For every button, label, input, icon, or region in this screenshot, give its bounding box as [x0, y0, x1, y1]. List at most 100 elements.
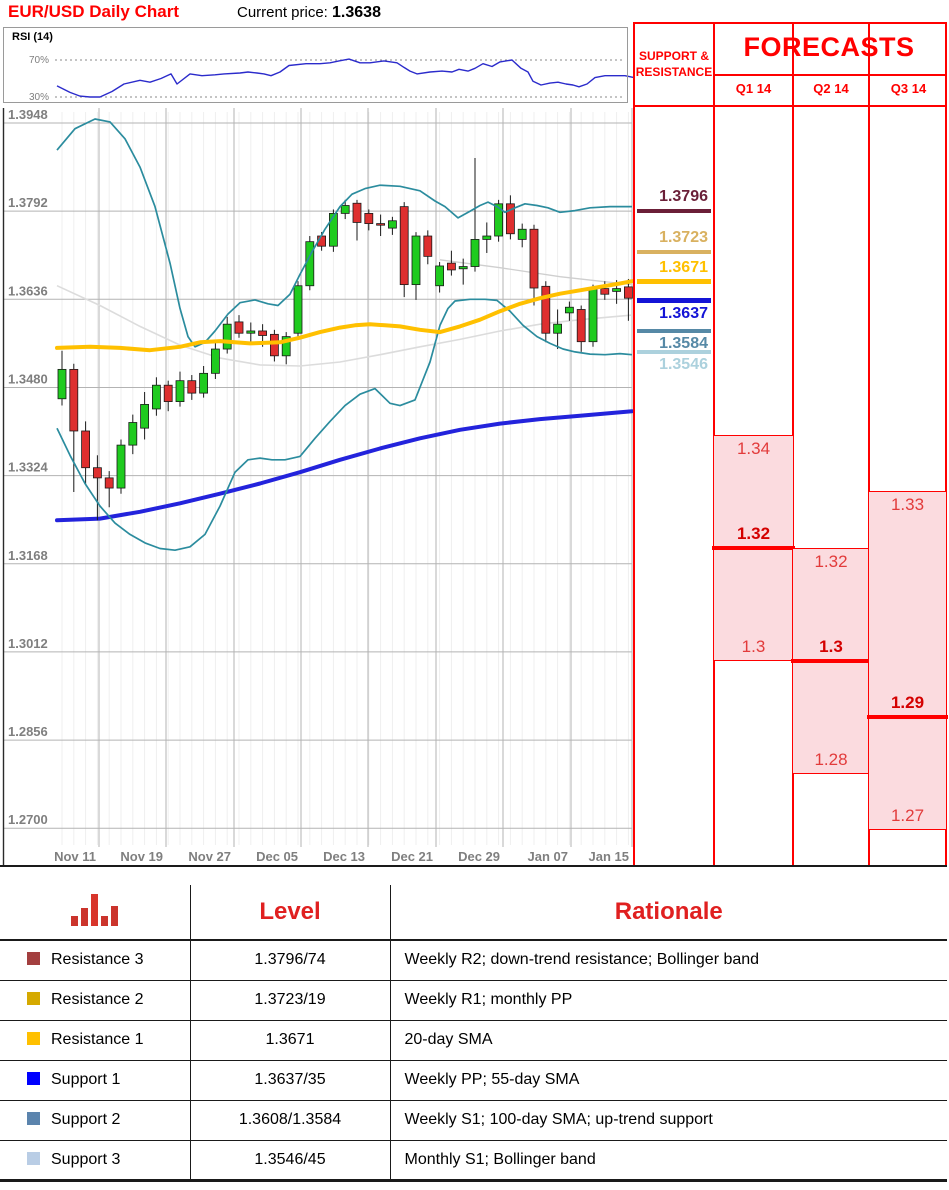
candle-body: [222, 323, 232, 350]
sr-level-label: 1.3584: [659, 334, 708, 352]
rsi-lower-tick: 30%: [28, 92, 49, 103]
x-axis-label: Dec 29: [458, 849, 500, 864]
sr-level-line: [637, 279, 711, 284]
level-name-cell: Support 1: [0, 1060, 191, 1101]
table-row: Support 3 1.3546/45 Monthly S1; Bollinger …: [0, 1140, 947, 1182]
candle-body: [69, 368, 79, 432]
candle-body: [470, 239, 480, 267]
candle-body: [305, 241, 315, 287]
level-name: Resistance 2: [51, 991, 144, 1008]
sr-level-label: 1.3637: [659, 304, 708, 322]
rsi-label: RSI (14): [12, 31, 53, 43]
candle-body: [458, 266, 468, 270]
candle-body: [340, 205, 350, 214]
candle-body: [128, 422, 138, 446]
candle-body: [423, 235, 433, 257]
level-value: 1.3723/19: [190, 980, 391, 1021]
level-color-square-icon: [27, 992, 40, 1005]
candle-body: [81, 430, 90, 469]
y-axis-label: 1.2700: [8, 812, 48, 827]
sr-level-label: 1.3671: [659, 258, 708, 276]
current-price: Current price: 1.3638: [237, 4, 381, 22]
forecast-bottom-label: 1.28: [814, 749, 848, 769]
support-resistance-forecasts-panel: SUPPORT & RESISTANCE FORECASTS Q1 14 Q2 …: [633, 22, 948, 866]
candle-body: [151, 384, 161, 410]
level-value: 1.3608/1.3584: [190, 1100, 391, 1141]
candle-body: [541, 285, 551, 334]
forecast-top-label: 1.34: [736, 438, 771, 458]
candle-body: [234, 321, 244, 334]
x-axis-label: Jan 15: [589, 849, 629, 864]
forecasts-header: FORECASTS: [743, 32, 915, 62]
level-name: Support 3: [51, 1150, 121, 1168]
candle-body: [93, 467, 102, 479]
y-axis-label: 1.3012: [8, 636, 48, 651]
bollinger-lower-line: [56, 298, 633, 552]
levels-table: Level Rationale Resistance 3 1.3796/74 Wee…: [0, 885, 947, 1182]
x-axis-label: Nov 19: [120, 849, 163, 864]
x-axis-label: Nov 27: [188, 849, 231, 864]
candle-body: [293, 285, 303, 334]
candle-body: [387, 220, 397, 229]
level-header: Level: [190, 885, 391, 941]
candle-body: [576, 309, 586, 343]
panel-divider: [713, 74, 945, 76]
sr-level-line: [637, 250, 711, 255]
candle-body: [258, 330, 268, 336]
forecast-q2-header: Q2 14: [813, 81, 849, 96]
price-chart: 1.3948 1.3792 1.3636 1.3480 1.3324 1.3168 1.30…: [2, 58, 635, 866]
trend-line: [439, 259, 633, 286]
candle-body: [612, 288, 621, 292]
y-axis-label: 1.3636: [8, 283, 48, 298]
table-row: Support 1 1.3637/35 Weekly PP; 55-day SMA: [0, 1060, 947, 1101]
page-title: EUR/USD Daily Chart: [8, 2, 179, 21]
forecast-pivot-label: 1.29: [890, 693, 925, 713]
sr-level-line: [637, 328, 711, 333]
candle-body: [140, 404, 150, 429]
candle-body: [600, 288, 610, 295]
sma20-line: [55, 279, 634, 353]
level-color-square-icon: [27, 1032, 40, 1045]
y-axis-label: 1.3168: [8, 548, 48, 563]
y-axis-label: 1.3792: [8, 195, 48, 210]
forecast-bottom-label: 1.27: [890, 806, 925, 826]
y-axis-label: 1.2856: [8, 724, 48, 739]
panel-divider: [868, 24, 870, 866]
forecast-pivot-line: [791, 658, 871, 663]
level-value: 1.3671: [190, 1020, 391, 1061]
candle-body: [399, 206, 409, 286]
level-name-cell: Resistance 3: [0, 940, 191, 981]
candle-body: [376, 223, 386, 226]
bollinger-upper-line: [56, 118, 632, 348]
level-value: 1.3796/74: [190, 940, 391, 981]
rationale-header: Rationale: [390, 885, 947, 941]
candle-body: [175, 380, 185, 402]
candle-body: [553, 323, 562, 334]
forecast-top-label: 1.33: [890, 495, 925, 515]
table-row: Resistance 2 1.3723/19 Weekly R1; monthly …: [0, 980, 947, 1021]
candle-body: [494, 203, 504, 237]
support-resistance-header: SUPPORT & RESISTANCE: [635, 49, 713, 79]
level-rationale: Weekly S1; 100-day SMA; up-trend support: [390, 1100, 947, 1141]
candle-body: [199, 372, 209, 394]
level-name: Resistance 1: [51, 1031, 144, 1048]
candle-body: [210, 348, 220, 374]
table-row: Resistance 3 1.3796/74 Weekly R2; down-tre…: [0, 940, 947, 981]
rsi-upper-tick: 70%: [28, 55, 49, 66]
x-axis-label: Dec 13: [323, 849, 365, 864]
level-name-cell: Resistance 2: [0, 980, 191, 1021]
level-rationale: Weekly R1; monthly PP: [390, 980, 947, 1021]
candle-body: [624, 286, 633, 299]
candle-body: [529, 228, 539, 289]
candle-body: [163, 384, 173, 402]
candle-body: [57, 368, 67, 400]
chart-bottom-border: [0, 865, 947, 867]
level-name-cell: Support 2: [0, 1100, 191, 1141]
sma55-line: [55, 409, 634, 523]
level-value: 1.3637/35: [190, 1060, 391, 1101]
forecast-q3-header: Q3 14: [890, 81, 927, 96]
y-axis-label: 1.3324: [8, 460, 49, 475]
bar-chart-icon: [71, 892, 119, 926]
rsi-panel: RSI (14) 70% 30%: [3, 27, 628, 103]
candle-body: [411, 235, 421, 286]
